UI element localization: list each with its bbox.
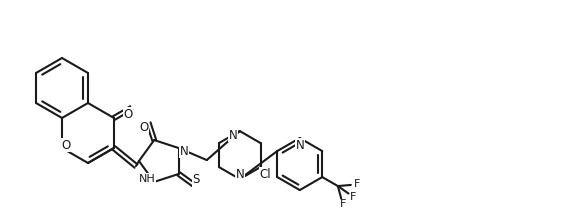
Text: N: N [179,145,188,158]
Text: O: O [62,139,71,152]
Text: O: O [124,108,133,121]
Text: NH: NH [139,174,156,184]
Text: N: N [295,139,304,152]
Text: F: F [354,180,360,189]
Text: F: F [350,192,357,202]
Text: S: S [192,173,200,186]
Text: F: F [340,199,346,209]
Text: N: N [229,128,237,141]
Text: N: N [236,168,244,181]
Text: Cl: Cl [259,168,271,181]
Text: O: O [139,121,148,134]
